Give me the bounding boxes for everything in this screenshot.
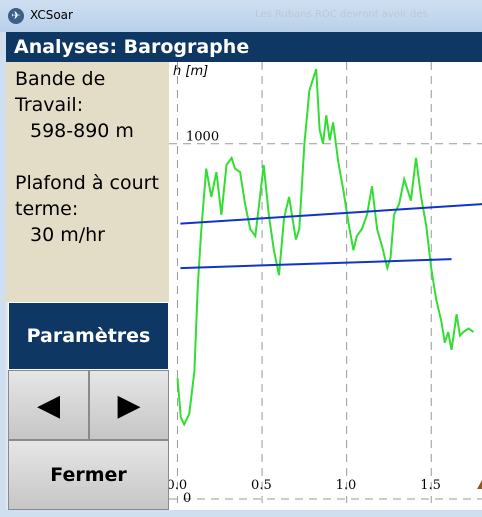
close-button[interactable]: Fermer [8,440,169,510]
parameters-button[interactable]: Paramètres [8,302,169,370]
x-tick-label-2: 1.0 [336,478,357,493]
barograph-chart: h [m] 1000 0 0.0 0.5 1.0 1.5 [166,62,482,511]
altitude-series-line [176,68,475,427]
trend-line-1 [180,258,452,270]
y-tick-label-1000: 1000 [186,130,219,145]
info-panel: Bande de Travail: 598-890 m Plafond à co… [6,62,169,302]
x-tick-label-1: 0.5 [251,478,272,493]
ceiling-label-line2: terme: [15,198,79,220]
y-axis-label: h [m] [173,64,208,79]
trend-line-0 [180,203,482,225]
y-tick-label-0: 0 [183,491,191,506]
x-tick-label-3: 1.5 [420,478,441,493]
window-bottom-frame [0,510,482,517]
ceiling-value: 30 m/hr [30,224,105,246]
barograph-svg: h [m] 1000 00.0 0.5 1.0 1.5 [166,62,482,506]
work-band-value: 598-890 m [30,120,134,142]
previous-arrow-button[interactable]: ◀ [8,370,89,440]
work-band-label-line1: Bande de [15,68,106,90]
x-tick-label-0: 0.0 [169,478,187,493]
window-left-frame [0,32,6,517]
window-titlebar: ✈ XCSoar Les Rubans ROC devront avoir de… [0,0,482,32]
work-band-label-line2: Travail: [15,94,84,116]
window-title: XCSoar [30,8,73,22]
background-window-text: Les Rubans ROC devront avoir des [255,9,428,20]
dialog-header: Analyses: Barographe [6,32,482,62]
dialog-title: Analyses: Barographe [14,36,250,58]
next-arrow-button[interactable]: ▶ [89,370,169,440]
ceiling-label-line1: Plafond à court [15,172,159,194]
terrain-marker-icon [477,480,482,489]
xcsoar-app-icon: ✈ [8,8,24,24]
